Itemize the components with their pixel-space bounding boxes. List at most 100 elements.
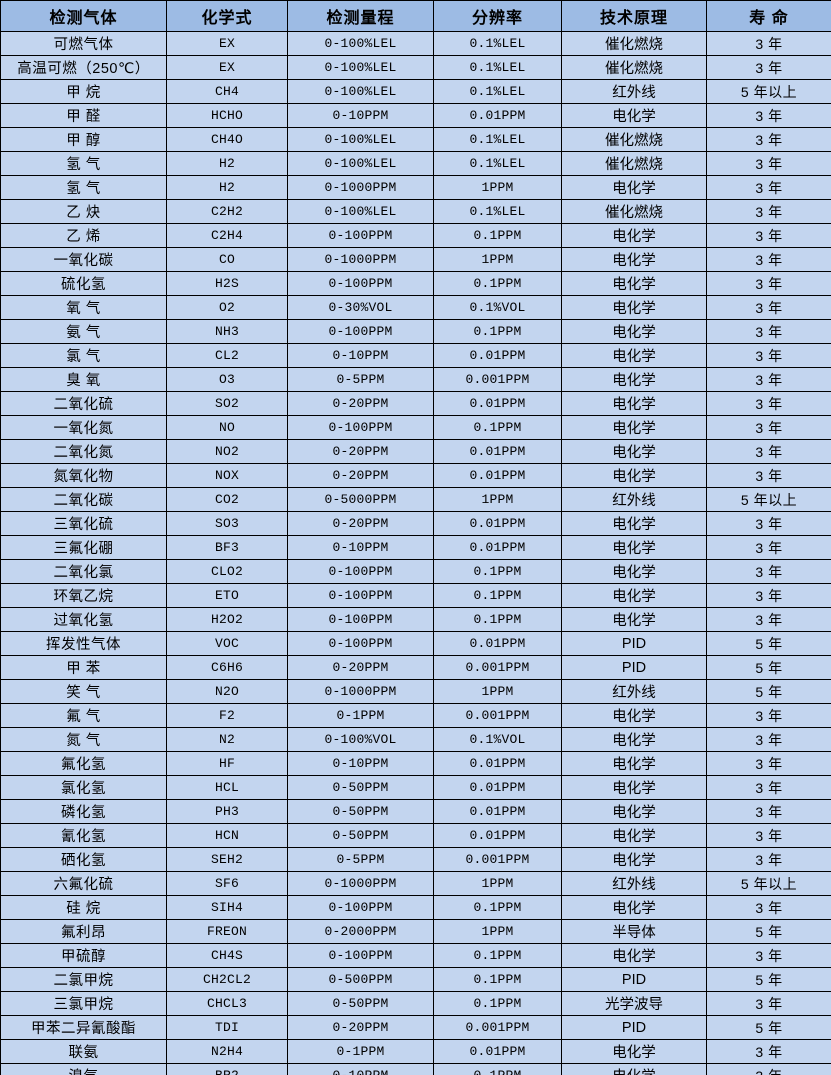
- cell-tech: 电化学: [561, 703, 707, 728]
- cell-life: 5 年: [706, 655, 831, 680]
- cell-formula: CH4S: [166, 943, 288, 968]
- cell-res: 0.1PPM: [433, 895, 562, 920]
- cell-gas: 氰化氢: [0, 823, 167, 848]
- cell-tech: 电化学: [561, 799, 707, 824]
- cell-formula: O2: [166, 295, 288, 320]
- cell-res: 1PPM: [433, 679, 562, 704]
- cell-life: 3 年: [706, 463, 831, 488]
- cell-gas: 一氧化碳: [0, 247, 167, 272]
- cell-tech: 电化学: [561, 295, 707, 320]
- cell-formula: EX: [166, 55, 288, 80]
- cell-range: 0-1000PPM: [287, 175, 434, 200]
- cell-range: 0-5PPM: [287, 367, 434, 392]
- cell-res: 0.01PPM: [433, 751, 562, 776]
- cell-tech: 电化学: [561, 1039, 707, 1064]
- cell-gas: 氧 气: [0, 295, 167, 320]
- table-row: 三氯甲烷 CHCL3 0-50PPM 0.1PPM 光学波导 3 年: [0, 991, 831, 1016]
- cell-life: 3 年: [706, 1039, 831, 1064]
- table-row: 二氧化碳 CO2 0-5000PPM 1PPM 红外线 5 年以上: [0, 487, 831, 512]
- cell-res: 0.1%LEL: [433, 199, 562, 224]
- table-row: 甲 苯 C6H6 0-20PPM 0.001PPM PID 5 年: [0, 655, 831, 680]
- cell-tech: 电化学: [561, 391, 707, 416]
- cell-life: 3 年: [706, 247, 831, 272]
- cell-tech: 催化燃烧: [561, 127, 707, 152]
- cell-tech: 半导体: [561, 919, 707, 944]
- cell-gas: 联氨: [0, 1039, 167, 1064]
- cell-formula: BF3: [166, 535, 288, 560]
- table-row: 六氟化硫 SF6 0-1000PPM 1PPM 红外线 5 年以上: [0, 871, 831, 896]
- cell-range: 0-100PPM: [287, 319, 434, 344]
- cell-range: 0-50PPM: [287, 991, 434, 1016]
- table-row: 氧 气 O2 0-30%VOL 0.1%VOL 电化学 3 年: [0, 295, 831, 320]
- table-body: 可燃气体 EX 0-100%LEL 0.1%LEL 催化燃烧 3 年高温可燃（250℃） E…: [0, 31, 831, 1075]
- cell-tech: 电化学: [561, 415, 707, 440]
- cell-tech: PID: [561, 631, 707, 656]
- table-row: 氯 气 CL2 0-10PPM 0.01PPM 电化学 3 年: [0, 343, 831, 368]
- cell-formula: HCN: [166, 823, 288, 848]
- cell-life: 3 年: [706, 151, 831, 176]
- cell-tech: 电化学: [561, 943, 707, 968]
- cell-res: 0.1%LEL: [433, 31, 562, 56]
- cell-tech: 电化学: [561, 271, 707, 296]
- cell-formula: NH3: [166, 319, 288, 344]
- cell-life: 3 年: [706, 1063, 831, 1075]
- cell-life: 3 年: [706, 775, 831, 800]
- cell-life: 3 年: [706, 367, 831, 392]
- cell-gas: 二氧化碳: [0, 487, 167, 512]
- cell-tech: 电化学: [561, 247, 707, 272]
- cell-res: 0.01PPM: [433, 775, 562, 800]
- cell-gas: 乙 炔: [0, 199, 167, 224]
- table-row: 硫化氢 H2S 0-100PPM 0.1PPM 电化学 3 年: [0, 271, 831, 296]
- cell-life: 3 年: [706, 727, 831, 752]
- cell-res: 0.01PPM: [433, 535, 562, 560]
- cell-formula: C2H2: [166, 199, 288, 224]
- cell-range: 0-20PPM: [287, 511, 434, 536]
- cell-res: 1PPM: [433, 175, 562, 200]
- cell-range: 0-50PPM: [287, 799, 434, 824]
- cell-res: 1PPM: [433, 919, 562, 944]
- cell-range: 0-100%LEL: [287, 79, 434, 104]
- cell-life: 3 年: [706, 823, 831, 848]
- table-row: 氰化氢 HCN 0-50PPM 0.01PPM 电化学 3 年: [0, 823, 831, 848]
- cell-gas: 氢 气: [0, 175, 167, 200]
- cell-range: 0-1PPM: [287, 703, 434, 728]
- cell-life: 3 年: [706, 175, 831, 200]
- table-row: 乙 炔 C2H2 0-100%LEL 0.1%LEL 催化燃烧 3 年: [0, 199, 831, 224]
- cell-formula: NO2: [166, 439, 288, 464]
- cell-formula: CH4: [166, 79, 288, 104]
- cell-range: 0-100%LEL: [287, 55, 434, 80]
- cell-formula: SIH4: [166, 895, 288, 920]
- cell-range: 0-10PPM: [287, 751, 434, 776]
- cell-formula: H2O2: [166, 607, 288, 632]
- cell-life: 3 年: [706, 583, 831, 608]
- cell-gas: 硒化氢: [0, 847, 167, 872]
- cell-tech: PID: [561, 655, 707, 680]
- cell-tech: 电化学: [561, 103, 707, 128]
- table-row: 氢 气 H2 0-100%LEL 0.1%LEL 催化燃烧 3 年: [0, 151, 831, 176]
- cell-range: 0-5000PPM: [287, 487, 434, 512]
- cell-tech: 电化学: [561, 727, 707, 752]
- cell-gas: 三氧化硫: [0, 511, 167, 536]
- cell-life: 5 年: [706, 679, 831, 704]
- cell-life: 3 年: [706, 391, 831, 416]
- cell-res: 0.001PPM: [433, 847, 562, 872]
- cell-range: 0-500PPM: [287, 967, 434, 992]
- cell-life: 5 年: [706, 1015, 831, 1040]
- column-header-lifespan: 寿 命: [706, 0, 831, 32]
- cell-res: 0.1%LEL: [433, 55, 562, 80]
- cell-formula: NOX: [166, 463, 288, 488]
- cell-life: 3 年: [706, 799, 831, 824]
- cell-range: 0-20PPM: [287, 655, 434, 680]
- cell-formula: HF: [166, 751, 288, 776]
- cell-gas: 氮氧化物: [0, 463, 167, 488]
- cell-formula: CO2: [166, 487, 288, 512]
- cell-formula: C2H4: [166, 223, 288, 248]
- cell-life: 5 年: [706, 631, 831, 656]
- cell-formula: H2S: [166, 271, 288, 296]
- cell-range: 0-5PPM: [287, 847, 434, 872]
- table-row: 高温可燃（250℃） EX 0-100%LEL 0.1%LEL 催化燃烧 3 年: [0, 55, 831, 80]
- cell-res: 0.1PPM: [433, 319, 562, 344]
- cell-range: 0-1000PPM: [287, 871, 434, 896]
- cell-formula: PH3: [166, 799, 288, 824]
- cell-res: 0.1PPM: [433, 271, 562, 296]
